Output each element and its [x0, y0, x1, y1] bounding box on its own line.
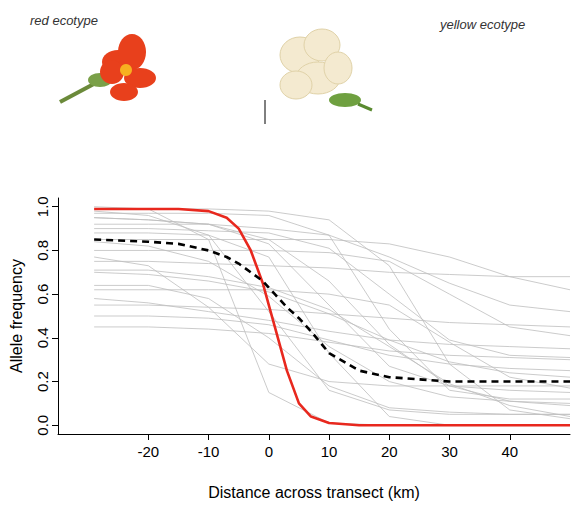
svg-text:-20: -20 [138, 443, 160, 460]
svg-text:Distance across transect (km): Distance across transect (km) [208, 484, 420, 501]
svg-text:Allele frequency: Allele frequency [8, 259, 25, 373]
svg-text:0.8: 0.8 [34, 240, 51, 261]
svg-text:0: 0 [265, 443, 273, 460]
svg-text:red ecotype: red ecotype [30, 13, 98, 28]
svg-text:40: 40 [501, 443, 518, 460]
svg-text:yellow ecotype: yellow ecotype [439, 17, 525, 32]
svg-text:10: 10 [321, 443, 338, 460]
svg-text:1.0: 1.0 [34, 196, 51, 217]
svg-text:30: 30 [441, 443, 458, 460]
svg-text:0.0: 0.0 [34, 415, 51, 436]
svg-text:0.6: 0.6 [34, 284, 51, 305]
svg-text:20: 20 [381, 443, 398, 460]
svg-text:0.4: 0.4 [34, 327, 51, 348]
svg-text:0.2: 0.2 [34, 371, 51, 392]
svg-text:-10: -10 [198, 443, 220, 460]
